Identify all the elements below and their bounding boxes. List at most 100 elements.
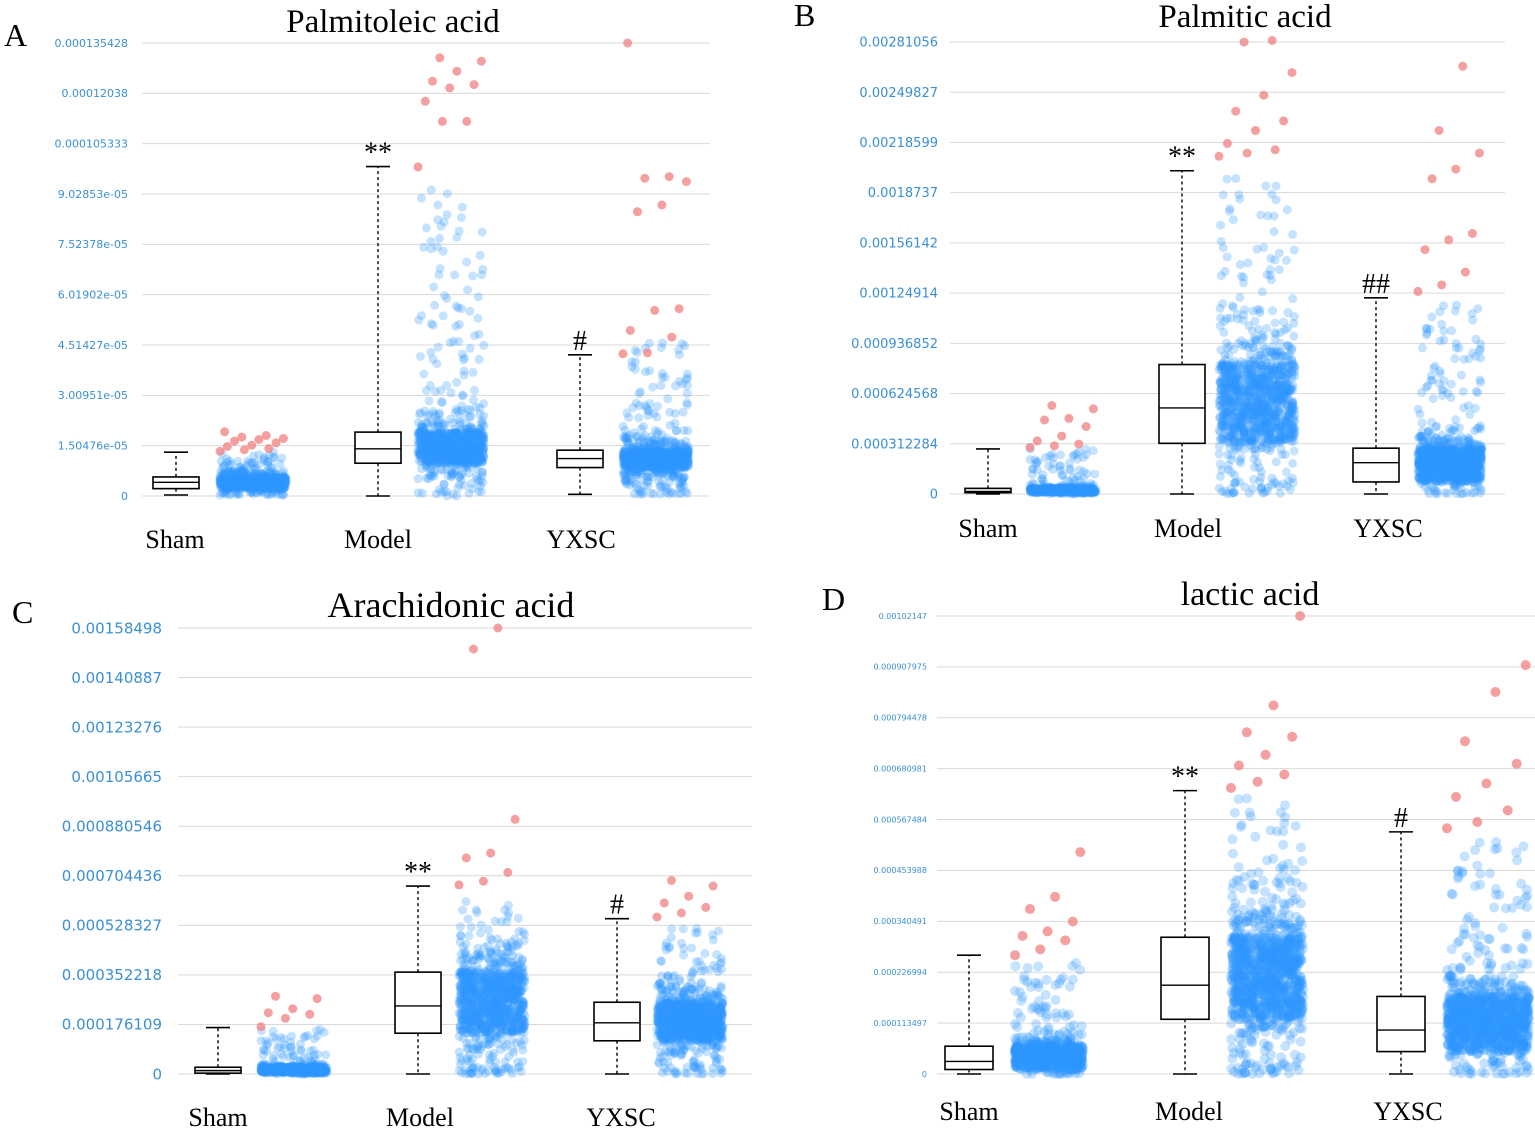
data-point [442, 294, 452, 303]
data-point [278, 490, 288, 500]
data-point [227, 472, 237, 482]
data-point [271, 477, 280, 487]
data-point [1269, 366, 1279, 376]
data-point [446, 388, 456, 398]
data-point [215, 473, 225, 483]
data-point [1271, 457, 1281, 467]
outlier-point [1259, 90, 1269, 100]
data-point [414, 315, 424, 325]
data-point [274, 478, 283, 488]
data-point [1252, 244, 1262, 254]
data-point [422, 434, 432, 444]
data-point [247, 467, 256, 477]
data-point [265, 473, 274, 483]
group-yxsc: #YXSC [546, 38, 694, 554]
data-point [274, 476, 284, 486]
data-point [232, 467, 242, 477]
data-point [280, 478, 290, 488]
data-point [271, 477, 281, 487]
data-point [244, 473, 254, 483]
data-point [248, 479, 258, 489]
data-point [251, 476, 261, 486]
data-point [259, 483, 269, 493]
data-point [274, 483, 284, 493]
data-point [256, 469, 266, 479]
data-point [252, 474, 262, 484]
data-point [276, 473, 286, 483]
data-point [265, 483, 275, 493]
data-point [215, 490, 225, 500]
data-point [232, 472, 242, 482]
data-point [430, 300, 440, 310]
data-point [240, 467, 249, 476]
data-point [246, 479, 256, 489]
data-point [247, 482, 257, 491]
data-point [219, 476, 229, 486]
data-point [279, 477, 289, 487]
data-point [244, 476, 253, 486]
data-point [217, 483, 227, 493]
data-point [263, 484, 273, 494]
data-point [419, 369, 429, 379]
data-point [234, 483, 244, 493]
data-point [237, 466, 246, 476]
group-sham: Sham [145, 427, 291, 554]
data-point [1231, 384, 1241, 394]
data-point [263, 488, 273, 498]
data-point [243, 479, 253, 489]
data-point [255, 486, 265, 496]
data-point [244, 481, 254, 491]
data-point [231, 489, 241, 499]
outlier-point [1049, 441, 1059, 451]
data-point [217, 482, 227, 491]
data-point [216, 456, 226, 466]
data-point [235, 475, 245, 485]
data-point [278, 490, 288, 500]
data-point [675, 483, 685, 493]
data-point [225, 467, 235, 477]
data-point [242, 476, 252, 486]
outlier-point [1222, 138, 1232, 148]
data-point [247, 458, 256, 468]
data-point [232, 488, 242, 497]
data-point [428, 320, 438, 330]
data-point [226, 489, 236, 499]
data-point [274, 477, 284, 487]
data-point [458, 391, 468, 401]
data-point [1284, 342, 1294, 352]
data-point [250, 476, 260, 486]
data-point [231, 482, 241, 492]
data-point [278, 477, 288, 487]
data-point [1253, 305, 1263, 314]
data-point [246, 480, 255, 490]
data-point [456, 213, 466, 222]
data-point [251, 476, 261, 486]
data-point [1229, 434, 1239, 444]
data-point [233, 479, 243, 489]
data-point [216, 477, 226, 487]
data-point [1279, 317, 1289, 327]
data-point [1079, 467, 1089, 476]
data-point [222, 477, 232, 487]
data-point [1266, 253, 1276, 263]
data-point [259, 474, 269, 484]
data-point [236, 481, 246, 490]
data-point [259, 471, 269, 480]
data-point [254, 477, 264, 487]
data-point [233, 483, 243, 493]
data-point [254, 473, 264, 483]
data-point [269, 473, 279, 483]
data-point [254, 478, 264, 488]
data-point [237, 475, 247, 484]
data-point [281, 482, 290, 492]
data-point [275, 475, 285, 485]
data-point [1288, 229, 1298, 239]
data-point [278, 472, 288, 482]
data-point [223, 481, 232, 491]
y-tick-label: 0.000135428 [55, 37, 128, 50]
data-point [271, 477, 281, 487]
data-point [222, 484, 232, 494]
data-point [217, 473, 227, 483]
outlier-point [642, 348, 652, 358]
data-point [1417, 418, 1427, 428]
